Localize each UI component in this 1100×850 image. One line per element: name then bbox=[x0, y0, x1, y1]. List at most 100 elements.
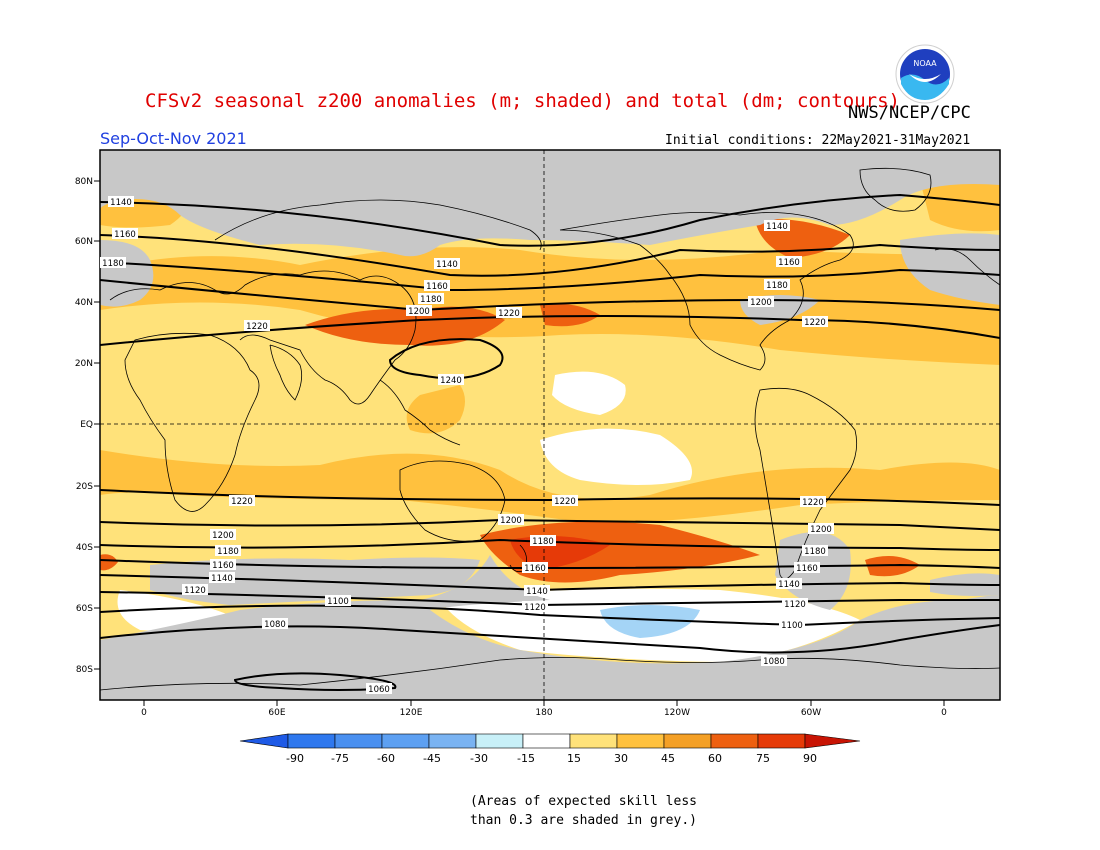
contour-1140-north bbox=[100, 193, 1000, 247]
lat-label: 40N bbox=[75, 298, 93, 308]
low-skill-na bbox=[740, 295, 820, 325]
anomaly-blob-asia bbox=[305, 306, 505, 346]
initial-conditions-label: Initial conditions: 22May2021-31May2021 bbox=[665, 133, 971, 148]
footnote-line-1: (Areas of expected skill less bbox=[470, 794, 697, 809]
svg-text:1160: 1160 bbox=[212, 561, 234, 571]
contour-label: 1240 bbox=[438, 374, 464, 386]
contour-label: 1180 bbox=[802, 545, 828, 557]
contour-1200-south bbox=[100, 518, 1000, 531]
colorbar-ticks: -90 -75 -60 -45 -30 -15 15 30 45 60 75 9… bbox=[286, 752, 817, 765]
contour-label: 1160 bbox=[210, 559, 236, 571]
svg-text:1120: 1120 bbox=[524, 603, 546, 613]
longitude-labels: 0 60E 120E 180 120W 60W 0 bbox=[141, 708, 947, 718]
contour-label: 1160 bbox=[794, 562, 820, 574]
anomaly-band-45 bbox=[100, 247, 1000, 365]
anomaly-blob-atlantic bbox=[865, 556, 920, 577]
season-label: Sep-Oct-Nov 2021 bbox=[100, 129, 247, 148]
contour-label: 1180 bbox=[530, 535, 556, 547]
anomaly-neutral-eq1 bbox=[552, 371, 626, 415]
coast-north-america bbox=[559, 212, 854, 371]
contour-label: 1060 bbox=[366, 683, 392, 695]
contour-label: 1140 bbox=[108, 196, 134, 208]
colorbar-high-arrow bbox=[804, 733, 861, 749]
anomaly-blob-pacific bbox=[540, 303, 600, 327]
colorbar-tick: -75 bbox=[331, 752, 349, 765]
lon-label: 60W bbox=[801, 708, 821, 718]
svg-text:1220: 1220 bbox=[802, 498, 824, 508]
colorbar-tick: -15 bbox=[517, 752, 535, 765]
contour-1220-north bbox=[100, 315, 1000, 346]
contour-1160-south bbox=[100, 559, 1000, 570]
coast-seasia bbox=[379, 379, 461, 446]
contour-label: 1160 bbox=[112, 228, 138, 240]
coastlines bbox=[100, 167, 1000, 691]
lon-label: 180 bbox=[535, 708, 552, 718]
contour-label: 1180 bbox=[764, 279, 790, 291]
contour-label: 1140 bbox=[209, 572, 235, 584]
contour-label: 1220 bbox=[802, 316, 828, 328]
svg-text:1180: 1180 bbox=[532, 537, 554, 547]
coast-greenland bbox=[859, 167, 932, 212]
contour-label: 1200 bbox=[748, 296, 774, 308]
anomaly-neutral-eq2 bbox=[540, 428, 692, 485]
anomaly-blob-west bbox=[100, 554, 118, 571]
contour-1060 bbox=[233, 672, 397, 691]
coast-nz bbox=[509, 544, 528, 573]
coast-europe-asia bbox=[109, 270, 417, 405]
svg-text:1200: 1200 bbox=[500, 516, 522, 526]
colorbar-tick: -90 bbox=[286, 752, 304, 765]
contour-1220-south bbox=[100, 489, 1000, 506]
svg-text:1180: 1180 bbox=[102, 259, 124, 269]
low-skill-south-east bbox=[775, 532, 851, 610]
contour-1140-south bbox=[100, 574, 1000, 592]
contour-label: 1120 bbox=[522, 601, 548, 613]
contour-label: 1080 bbox=[761, 655, 787, 667]
colorbar-tick: 60 bbox=[708, 752, 722, 765]
contour-label: 1160 bbox=[776, 256, 802, 268]
contour-label: 1140 bbox=[434, 258, 460, 270]
coast-australia bbox=[399, 460, 506, 542]
svg-text:1140: 1140 bbox=[211, 574, 233, 584]
contour-label: 1120 bbox=[182, 584, 208, 596]
height-contours bbox=[100, 193, 1000, 691]
contour-label: 1220 bbox=[552, 495, 578, 507]
contour-label: 1080 bbox=[262, 618, 288, 630]
contour-1120-south bbox=[100, 591, 1000, 607]
contour-label: 1160 bbox=[522, 562, 548, 574]
low-skill-ne bbox=[900, 233, 1000, 305]
contour-1100-south bbox=[100, 604, 1000, 627]
contour-label: 1140 bbox=[776, 578, 802, 590]
svg-text:1120: 1120 bbox=[784, 600, 806, 610]
anomaly-blob-south-pacific-core bbox=[510, 536, 610, 570]
anomaly-patch-45e bbox=[406, 385, 465, 434]
svg-text:1160: 1160 bbox=[114, 230, 136, 240]
svg-text:1180: 1180 bbox=[766, 281, 788, 291]
svg-text:1060: 1060 bbox=[368, 685, 390, 695]
contour-label: 1200 bbox=[210, 529, 236, 541]
contour-label: 1100 bbox=[325, 595, 351, 607]
lat-label: 60S bbox=[76, 604, 93, 614]
lat-label: 20N bbox=[75, 359, 93, 369]
anomaly-negative-south bbox=[600, 605, 700, 638]
logo-text: NOAA bbox=[913, 59, 937, 68]
low-skill-south-ring bbox=[150, 557, 480, 605]
coast-europe-west bbox=[934, 248, 1000, 286]
contour-1180-south bbox=[100, 538, 1000, 551]
colorbar-tick: -45 bbox=[423, 752, 441, 765]
contour-label: 1140 bbox=[524, 585, 550, 597]
svg-text:1140: 1140 bbox=[766, 222, 788, 232]
colorbar-tick: 75 bbox=[756, 752, 770, 765]
svg-text:1180: 1180 bbox=[804, 547, 826, 557]
svg-text:1220: 1220 bbox=[246, 322, 268, 332]
lon-label: 0 bbox=[941, 708, 947, 718]
low-skill-south bbox=[100, 555, 1000, 700]
contour-1240 bbox=[388, 338, 504, 380]
contour-label: 1120 bbox=[782, 598, 808, 610]
lon-label: 120W bbox=[664, 708, 690, 718]
colorbar-box bbox=[522, 733, 571, 749]
svg-text:1220: 1220 bbox=[498, 309, 520, 319]
map-frame bbox=[99, 149, 1001, 701]
svg-text:1180: 1180 bbox=[217, 547, 239, 557]
colorbar-box bbox=[428, 733, 477, 749]
